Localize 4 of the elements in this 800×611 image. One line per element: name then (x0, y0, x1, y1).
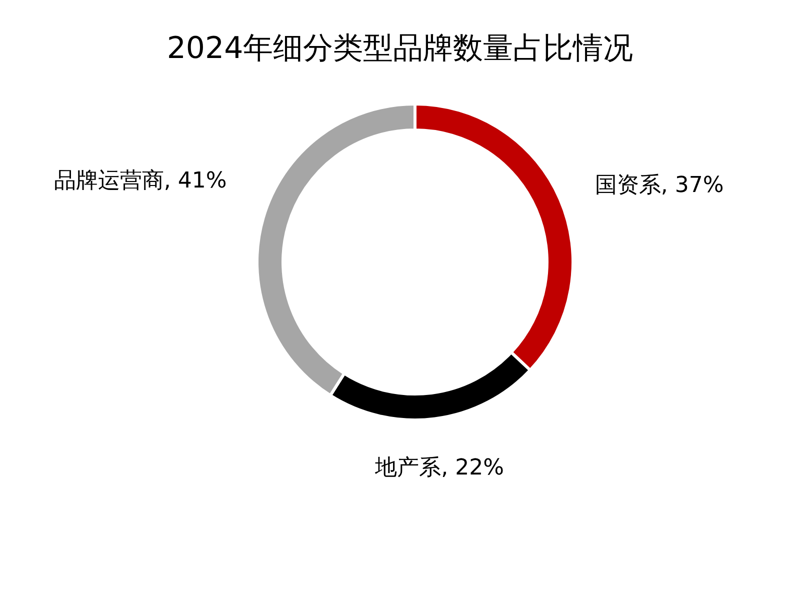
slice-label: 品牌运营商, 41% (54, 168, 227, 194)
slice-label: 地产系, 22% (374, 455, 504, 480)
chart-title: 2024年细分类型品牌数量占比情况 (166, 31, 634, 66)
slice-label: 国资系, 37% (594, 173, 724, 198)
